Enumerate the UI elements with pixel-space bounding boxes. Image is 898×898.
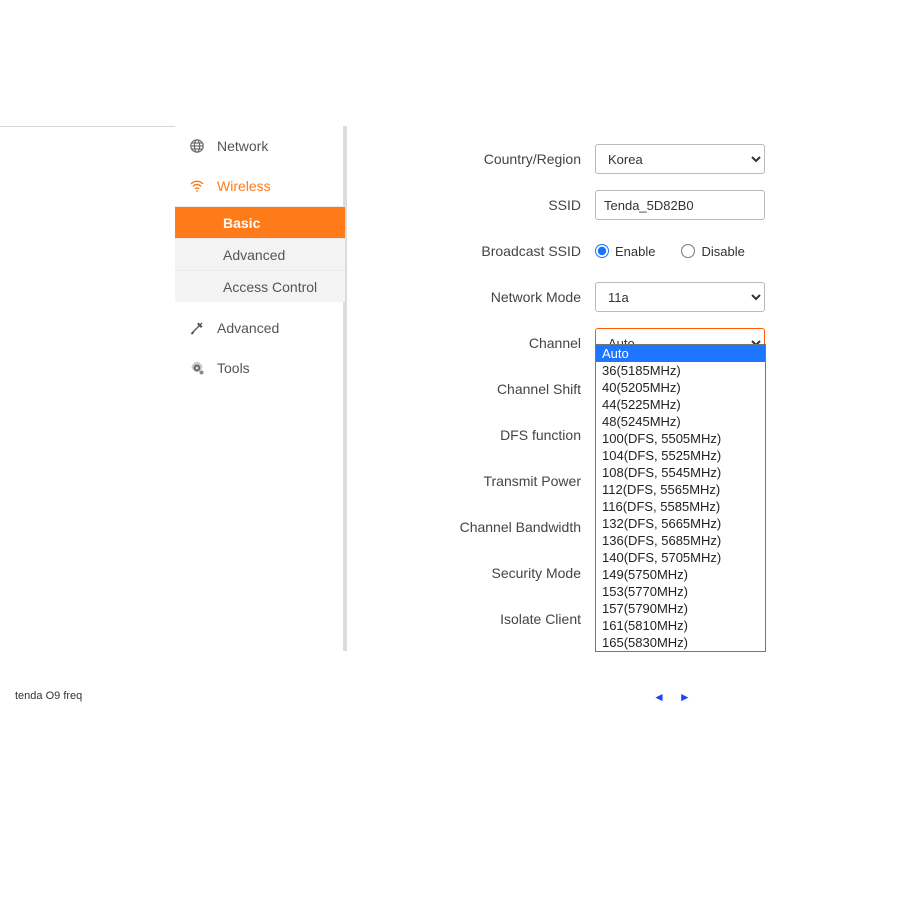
channel-dropdown-option[interactable]: 157(5790MHz) [596, 600, 765, 617]
sidebar-sub-label: Advanced [223, 247, 285, 263]
broadcast-enable-radio[interactable] [595, 244, 609, 258]
country-select[interactable]: Korea [595, 144, 765, 174]
broadcast-disable-option[interactable]: Disable [681, 244, 744, 259]
broadcast-enable-label: Enable [615, 244, 655, 259]
pager: ◄ ► [653, 690, 691, 704]
gear-icon [187, 360, 207, 376]
row-broadcast: Broadcast SSID Enable Disable [370, 228, 793, 274]
label-security-mode: Security Mode [370, 565, 595, 581]
channel-dropdown-option[interactable]: 48(5245MHz) [596, 413, 765, 430]
channel-dropdown-option[interactable]: 140(DFS, 5705MHz) [596, 549, 765, 566]
broadcast-disable-radio[interactable] [681, 244, 695, 258]
channel-dropdown-option[interactable]: 108(DFS, 5545MHz) [596, 464, 765, 481]
label-network-mode: Network Mode [370, 289, 595, 305]
sidebar-sub-advanced[interactable]: Advanced [175, 238, 345, 270]
label-channel-bandwidth: Channel Bandwidth [370, 519, 595, 535]
sidebar-sub-access-control[interactable]: Access Control [175, 270, 345, 302]
label-ssid: SSID [370, 197, 595, 213]
label-channel-shift: Channel Shift [370, 381, 595, 397]
channel-dropdown-option[interactable]: 104(DFS, 5525MHz) [596, 447, 765, 464]
channel-dropdown-option[interactable]: 44(5225MHz) [596, 396, 765, 413]
sidebar-sub-label: Basic [223, 215, 260, 231]
sidebar-item-label: Network [217, 138, 268, 154]
sidebar-sub-label: Access Control [223, 279, 317, 295]
image-caption: tenda O9 freq [15, 690, 82, 702]
label-broadcast: Broadcast SSID [370, 243, 595, 259]
channel-dropdown[interactable]: Auto36(5185MHz)40(5205MHz)44(5225MHz)48(… [595, 344, 766, 652]
tools-icon [187, 320, 207, 336]
channel-dropdown-option[interactable]: 161(5810MHz) [596, 617, 765, 634]
label-channel: Channel [370, 335, 595, 351]
network-mode-select[interactable]: 11a [595, 282, 765, 312]
channel-dropdown-option[interactable]: 40(5205MHz) [596, 379, 765, 396]
sidebar-item-advanced[interactable]: Advanced [175, 308, 345, 348]
row-ssid: SSID [370, 182, 793, 228]
pager-next[interactable]: ► [679, 690, 691, 704]
broadcast-disable-label: Disable [701, 244, 744, 259]
sidebar-item-wireless[interactable]: Wireless [175, 166, 345, 206]
wifi-icon [187, 178, 207, 194]
channel-dropdown-option[interactable]: 165(5830MHz) [596, 634, 765, 651]
channel-dropdown-option[interactable]: 136(DFS, 5685MHz) [596, 532, 765, 549]
row-network-mode: Network Mode 11a [370, 274, 793, 320]
channel-dropdown-option[interactable]: Auto [596, 345, 765, 362]
channel-dropdown-option[interactable]: 149(5750MHz) [596, 566, 765, 583]
config-panel: Network Wireless Basic Advanced Access C… [175, 126, 793, 651]
label-dfs: DFS function [370, 427, 595, 443]
sidebar-item-tools[interactable]: Tools [175, 348, 345, 388]
pager-prev[interactable]: ◄ [653, 690, 665, 704]
label-country: Country/Region [370, 151, 595, 167]
sidebar-item-label: Advanced [217, 320, 279, 336]
sidebar-item-label: Tools [217, 360, 250, 376]
sidebar: Network Wireless Basic Advanced Access C… [175, 126, 345, 388]
channel-dropdown-option[interactable]: 100(DFS, 5505MHz) [596, 430, 765, 447]
globe-icon [187, 138, 207, 154]
broadcast-enable-option[interactable]: Enable [595, 244, 655, 259]
label-tx-power: Transmit Power [370, 473, 595, 489]
ssid-input[interactable] [595, 190, 765, 220]
row-country: Country/Region Korea [370, 136, 793, 182]
sidebar-item-label: Wireless [217, 178, 271, 194]
sidebar-item-network[interactable]: Network [175, 126, 345, 166]
sidebar-sub-basic[interactable]: Basic [175, 206, 345, 238]
channel-dropdown-option[interactable]: 112(DFS, 5565MHz) [596, 481, 765, 498]
channel-dropdown-option[interactable]: 116(DFS, 5585MHz) [596, 498, 765, 515]
label-isolate-client: Isolate Client [370, 611, 595, 627]
broadcast-radio-group: Enable Disable [595, 244, 793, 259]
channel-dropdown-option[interactable]: 132(DFS, 5665MHz) [596, 515, 765, 532]
channel-dropdown-option[interactable]: 153(5770MHz) [596, 583, 765, 600]
channel-dropdown-option[interactable]: 36(5185MHz) [596, 362, 765, 379]
